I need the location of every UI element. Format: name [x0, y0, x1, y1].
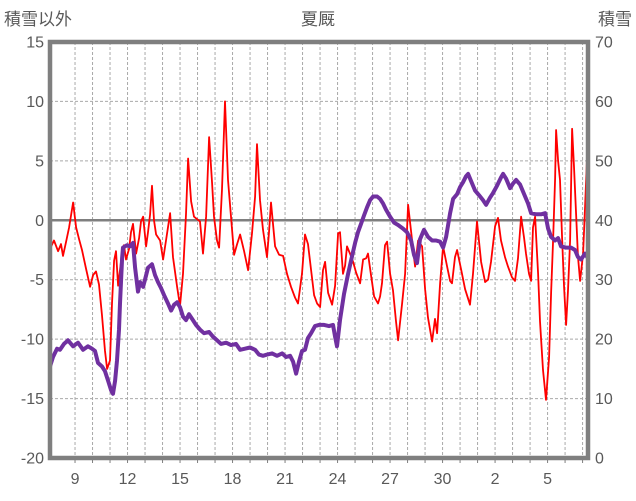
x-axis-tick-label: 2: [491, 471, 500, 488]
right-axis-tick-label: 30: [595, 272, 613, 289]
plot-frame: [47, 39, 591, 461]
left-axis-tick-label: 0: [35, 213, 44, 230]
left-axis-tick-label: -5: [30, 272, 44, 289]
x-axis-tick-label: 27: [381, 471, 399, 488]
right-axis-tick-label: 50: [595, 153, 613, 170]
x-axis-tick-label: 30: [434, 471, 452, 488]
series-line-red: [49, 100, 589, 401]
right-axis-tick-label: 10: [595, 391, 613, 408]
right-axis-tick-label: 20: [595, 332, 613, 349]
left-axis-tick-label: 15: [26, 35, 44, 52]
left-axis-tick-label: -10: [21, 332, 44, 349]
left-axis-tick-label: -20: [21, 451, 44, 468]
right-axis-tick-label: 40: [595, 213, 613, 230]
x-axis-tick-label: 15: [171, 471, 189, 488]
right-axis-tick-label: 0: [595, 451, 604, 468]
left-axis-tick-label: 10: [26, 94, 44, 111]
left-axis-tick-label: 5: [35, 153, 44, 170]
chart-title: 夏厩: [301, 10, 335, 29]
left-axis-tick-label: -15: [21, 391, 44, 408]
x-axis-tick-label: 24: [329, 471, 347, 488]
right-axis-tick-label: 60: [595, 94, 613, 111]
series-line-purple: [48, 171, 590, 396]
right-axis-tick-label: 70: [595, 35, 613, 52]
left-axis-title: 積雪以外: [4, 10, 72, 29]
x-axis-tick-label: 12: [119, 471, 137, 488]
x-axis-tick-label: 21: [276, 471, 294, 488]
x-axis-tick-label: 18: [224, 471, 242, 488]
right-axis-title: 積雪: [598, 10, 632, 29]
x-axis-tick-label: 9: [71, 471, 80, 488]
x-axis-tick-label: 5: [543, 471, 552, 488]
